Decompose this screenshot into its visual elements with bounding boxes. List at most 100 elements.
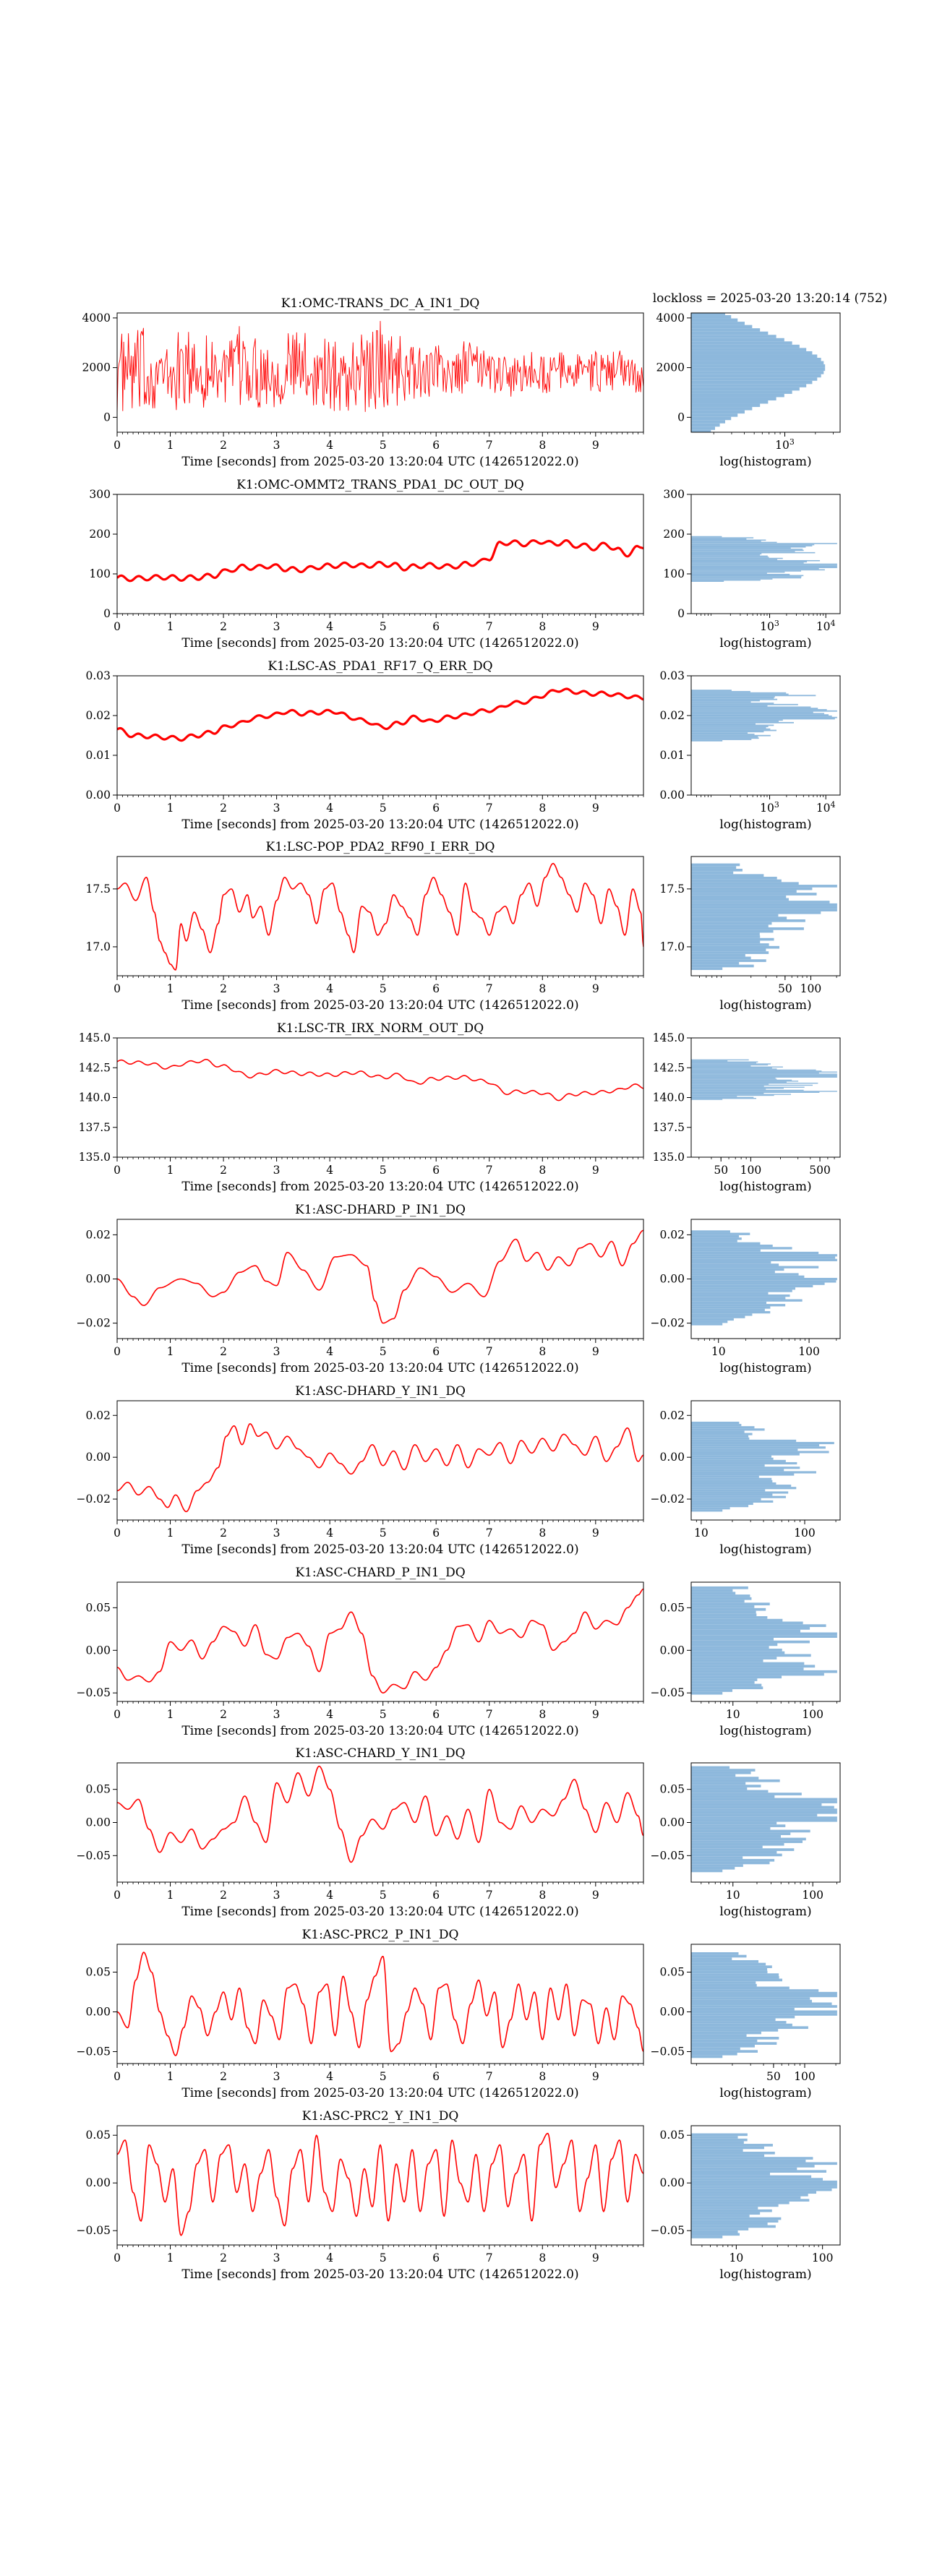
histogram-bar xyxy=(691,1602,770,1606)
hist-x-tick-label: 100 xyxy=(800,982,822,995)
x-tick-label: 4 xyxy=(326,802,333,815)
histogram-bar xyxy=(691,951,769,954)
histogram-bar xyxy=(691,1308,765,1311)
histogram-bar xyxy=(691,703,774,704)
histogram-bar xyxy=(691,718,835,720)
histogram-bar xyxy=(691,2165,815,2168)
y-tick-label: 300 xyxy=(89,488,111,501)
x-tick-label: 2 xyxy=(220,439,227,452)
y-tick-label: 0.03 xyxy=(85,669,111,682)
histogram-bar xyxy=(691,1997,810,2000)
histogram-bar xyxy=(691,539,766,541)
histogram-bar xyxy=(691,1811,837,1814)
histogram-bar xyxy=(691,1790,769,1793)
histogram-bar xyxy=(691,2222,768,2225)
x-tick-label: 3 xyxy=(273,2070,281,2083)
x-tick-label: 9 xyxy=(592,1527,599,1540)
histogram-bar xyxy=(691,1244,773,1248)
histogram-bar xyxy=(691,1426,755,1429)
histogram-bar xyxy=(691,537,754,538)
histogram-bar xyxy=(691,358,821,361)
histogram-bar xyxy=(691,573,790,575)
histogram-bar xyxy=(691,1832,791,1835)
x-tick-label: 9 xyxy=(592,2070,599,2083)
hist-y-tick-label: −0.02 xyxy=(651,1317,685,1330)
histogram-bar xyxy=(691,2199,810,2202)
histogram-bar xyxy=(691,1989,819,1992)
histogram-bar xyxy=(691,2141,744,2144)
y-tick-label: 0.05 xyxy=(85,1601,111,1614)
histogram-frame xyxy=(690,2125,841,2246)
x-tick-label: 3 xyxy=(273,802,281,815)
histogram-bar xyxy=(691,571,785,573)
x-tick-label: 8 xyxy=(539,620,546,633)
x-tick-label: 3 xyxy=(273,982,281,995)
histogram-bar xyxy=(691,879,782,883)
histogram-bar xyxy=(691,1586,748,1589)
y-tick-label: 100 xyxy=(89,567,111,580)
hist-x-tick-label: 103 xyxy=(775,437,795,452)
histogram-bar xyxy=(691,580,724,582)
histogram-bar xyxy=(691,734,755,735)
histogram-bar xyxy=(691,2052,737,2056)
histogram-bar xyxy=(691,1808,837,1811)
histogram-bar xyxy=(691,696,775,697)
histogram-bar xyxy=(691,1071,837,1073)
histogram-bar xyxy=(691,708,818,710)
histogram-bar xyxy=(691,1826,771,1830)
histogram-bar xyxy=(691,890,797,893)
histogram-bar xyxy=(691,1489,766,1492)
x-tick-label: 0 xyxy=(114,439,121,452)
histogram-bar xyxy=(691,732,748,734)
y-tick-label: 135.0 xyxy=(79,1151,111,1164)
histogram-bar xyxy=(691,697,774,699)
x-tick-label: 3 xyxy=(273,620,281,633)
panel-6: K1:ASC-DHARD_P_IN1_DQ 0 1 2 3 4 5 6 7 8 9 −0.02 0.00… xyxy=(77,1203,841,1375)
hist-x-axis-label: log(histogram) xyxy=(719,1361,811,1375)
x-tick-label: 8 xyxy=(539,2070,546,2083)
hist-x-tick-label: 104 xyxy=(816,619,836,634)
x-tick-label: 6 xyxy=(432,620,440,633)
histogram-bar xyxy=(691,736,758,738)
histogram-bar xyxy=(691,2228,749,2231)
plot-title: K1:ASC-CHARD_P_IN1_DQ xyxy=(295,1566,465,1580)
y-tick-label: −0.02 xyxy=(77,1493,111,1506)
x-tick-label: 5 xyxy=(380,802,387,815)
histogram-bar xyxy=(691,1952,739,1955)
plot-title: K1:ASC-DHARD_Y_IN1_DQ xyxy=(295,1384,466,1399)
histogram-bar xyxy=(691,354,818,359)
histogram-bar xyxy=(691,1648,782,1652)
histogram-bar xyxy=(691,1665,816,1668)
histogram-bar xyxy=(691,555,768,557)
x-tick-label: 7 xyxy=(486,982,493,995)
y-tick-label: 0.02 xyxy=(85,1228,111,1241)
panel-8: K1:ASC-CHARD_P_IN1_DQ 0 1 2 3 4 5 6 7 8 9 −0.05 0.00… xyxy=(77,1566,841,1738)
histogram-bar xyxy=(691,313,725,316)
histogram-bar xyxy=(691,1437,750,1440)
x-tick-label: 2 xyxy=(220,982,227,995)
hist-y-tick-label: 4000 xyxy=(656,312,685,325)
histogram-bar xyxy=(691,1251,819,1255)
histogram xyxy=(691,1230,837,1326)
histogram-bar xyxy=(691,557,769,558)
histogram-bar xyxy=(691,1678,758,1681)
histogram-bar xyxy=(691,871,734,875)
histogram-bar xyxy=(691,863,740,867)
x-axis-label: Time [seconds] from 2025-03-20 13:20:04 … xyxy=(181,998,578,1013)
histogram-bar xyxy=(691,1464,765,1467)
histogram-bar xyxy=(691,1469,784,1472)
histogram-bar xyxy=(691,569,825,571)
histogram-bar xyxy=(691,1787,748,1790)
histogram-bar xyxy=(691,1777,759,1779)
x-tick-label: 1 xyxy=(167,1708,174,1721)
histogram-bar xyxy=(691,1959,759,1963)
histogram-bar xyxy=(691,400,769,404)
x-axis-label: Time [seconds] from 2025-03-20 13:20:04 … xyxy=(181,1180,578,1194)
y-tick-label: 0.02 xyxy=(85,709,111,722)
hist-y-tick-label: 0.05 xyxy=(659,1783,685,1796)
histogram-bar xyxy=(691,706,811,708)
y-tick-label: 0.01 xyxy=(85,749,111,762)
histogram-bar xyxy=(691,1441,834,1445)
histogram-bar xyxy=(691,1284,813,1288)
histogram-bar xyxy=(691,1803,822,1806)
